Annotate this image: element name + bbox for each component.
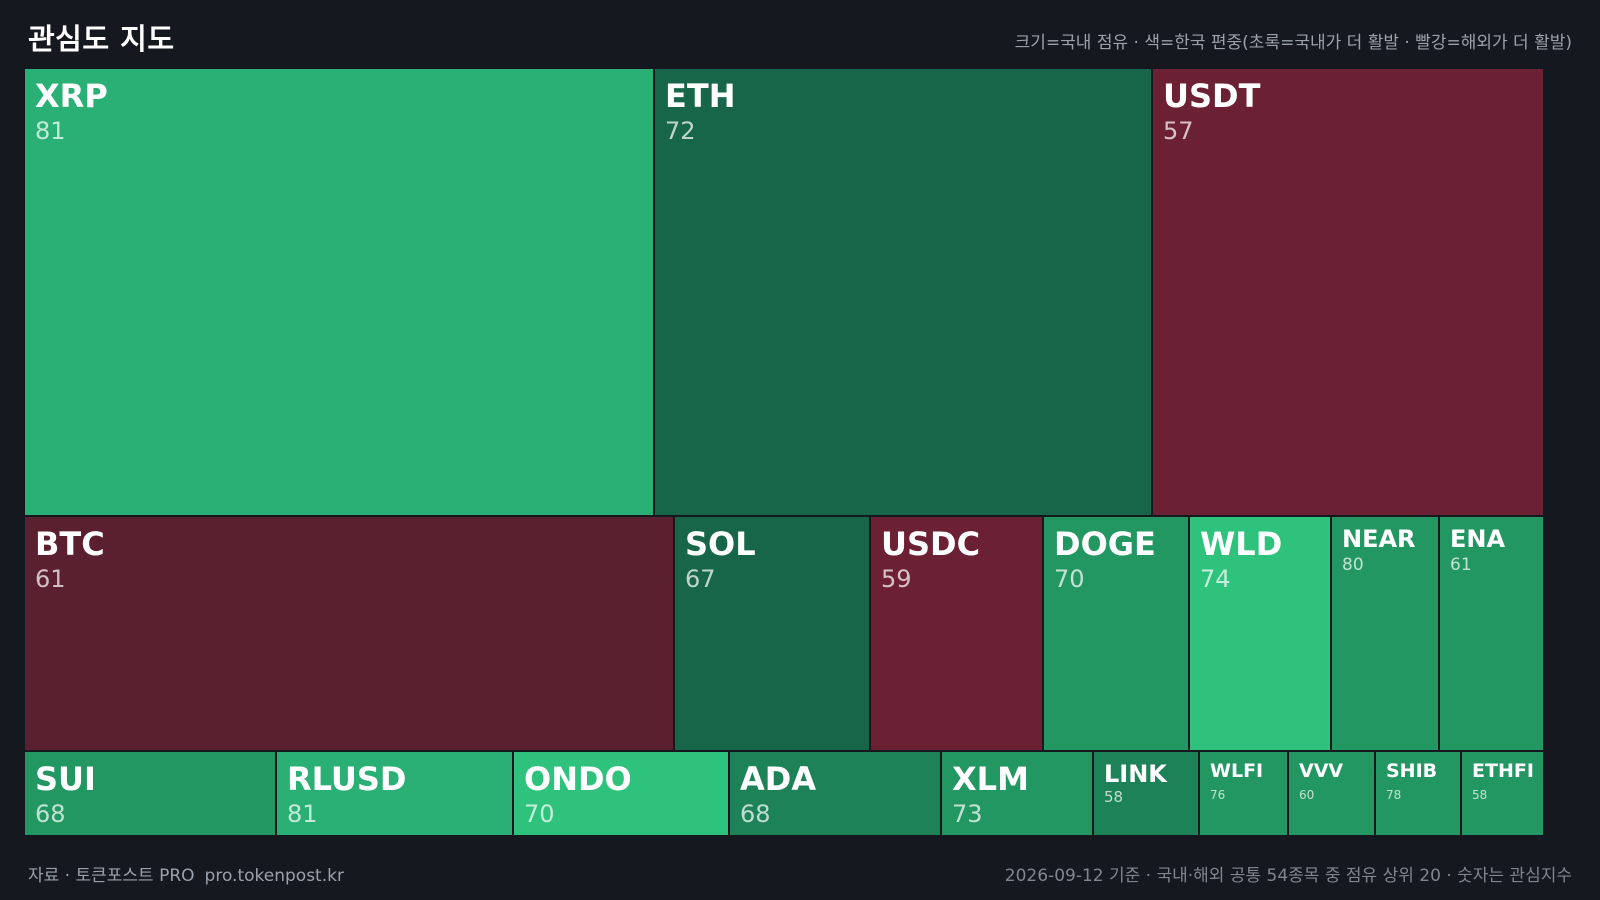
treemap-tile-wld[interactable]: WLD 74	[1189, 516, 1331, 751]
tile-symbol: DOGE	[1054, 525, 1156, 563]
treemap-tile-rlusd[interactable]: RLUSD 81	[276, 751, 513, 836]
tile-score: 61	[35, 565, 66, 593]
color-size-legend: 크기=국내 점유 · 색=한국 편중(초록=국내가 더 활발 · 빨강=해외가 …	[1014, 33, 1572, 53]
treemap-tile-xlm[interactable]: XLM 73	[941, 751, 1093, 836]
tile-score: 68	[740, 800, 771, 828]
tile-symbol: RLUSD	[287, 760, 407, 798]
tile-score: 76	[1210, 788, 1226, 802]
tile-score: 61	[1450, 555, 1472, 575]
tile-symbol: WLD	[1200, 525, 1283, 563]
tile-symbol: VVV	[1299, 760, 1344, 782]
tile-symbol: LINK	[1104, 760, 1167, 788]
treemap-tile-ondo[interactable]: ONDO 70	[513, 751, 729, 836]
tile-score: 78	[1386, 788, 1402, 802]
tile-score: 58	[1104, 788, 1124, 806]
tile-symbol: ENA	[1450, 525, 1506, 553]
tile-score: 59	[881, 565, 912, 593]
tile-score: 80	[1342, 555, 1364, 575]
tile-score: 73	[952, 800, 983, 828]
source-label: 자료 · 토큰포스트 PRO	[28, 866, 195, 886]
tile-score: 81	[287, 800, 318, 828]
treemap-tile-doge[interactable]: DOGE 70	[1043, 516, 1189, 751]
tile-score: 72	[665, 117, 696, 145]
tile-symbol: ONDO	[524, 760, 632, 798]
treemap-tile-btc[interactable]: BTC 61	[24, 516, 674, 751]
treemap-tile-near[interactable]: NEAR 80	[1331, 516, 1439, 751]
tile-score: 70	[524, 800, 555, 828]
tile-symbol: XRP	[35, 77, 108, 115]
tile-symbol: USDC	[881, 525, 981, 563]
tile-symbol: ADA	[740, 760, 817, 798]
treemap-tile-wlfi[interactable]: WLFI 76	[1199, 751, 1288, 836]
tile-symbol: XLM	[952, 760, 1029, 798]
tile-score: 81	[35, 117, 66, 145]
tile-score: 58	[1472, 788, 1488, 802]
tile-score: 67	[685, 565, 716, 593]
tile-score: 57	[1163, 117, 1194, 145]
footer-source: 자료 · 토큰포스트 PRO pro.tokenpost.kr	[28, 861, 344, 886]
tile-symbol: ETHFI	[1472, 760, 1534, 782]
treemap-tile-usdc[interactable]: USDC 59	[870, 516, 1043, 751]
tile-score: 74	[1200, 565, 1231, 593]
tile-symbol: SHIB	[1386, 760, 1438, 782]
treemap-tile-ada[interactable]: ADA 68	[729, 751, 941, 836]
footer-note: 2026-09-12 기준 · 국내·해외 공통 54종목 중 점유 상위 20…	[1004, 866, 1572, 886]
treemap-tile-vvv[interactable]: VVV 60	[1288, 751, 1375, 836]
treemap-tile-sol[interactable]: SOL 67	[674, 516, 870, 751]
treemap-tile-sui[interactable]: SUI 68	[24, 751, 276, 836]
tile-score: 60	[1299, 788, 1315, 802]
page-title: 관심도 지도	[28, 22, 175, 56]
treemap-tile-usdt[interactable]: USDT 57	[1152, 68, 1544, 516]
treemap-tile-xrp[interactable]: XRP 81	[24, 68, 654, 516]
tile-symbol: BTC	[35, 525, 105, 563]
tile-symbol: WLFI	[1210, 760, 1264, 782]
tile-symbol: SOL	[685, 525, 756, 563]
treemap-tile-shib[interactable]: SHIB 78	[1375, 751, 1461, 836]
tile-symbol: ETH	[665, 77, 736, 115]
treemap-tile-link[interactable]: LINK 58	[1093, 751, 1199, 836]
treemap-tile-ena[interactable]: ENA 61	[1439, 516, 1544, 751]
tile-score: 70	[1054, 565, 1085, 593]
tile-score: 68	[35, 800, 66, 828]
treemap-tile-ethfi[interactable]: ETHFI 58	[1461, 751, 1544, 836]
source-url[interactable]: pro.tokenpost.kr	[204, 866, 344, 886]
interest-treemap: XRP 81 ETH 72 USDT 57 BTC 61 SOL 67 USDC 59 DOGE 70 WL…	[24, 68, 1544, 836]
treemap-tile-eth[interactable]: ETH 72	[654, 68, 1152, 516]
tile-symbol: SUI	[35, 760, 96, 798]
tile-symbol: USDT	[1163, 77, 1261, 115]
tile-symbol: NEAR	[1342, 525, 1416, 553]
